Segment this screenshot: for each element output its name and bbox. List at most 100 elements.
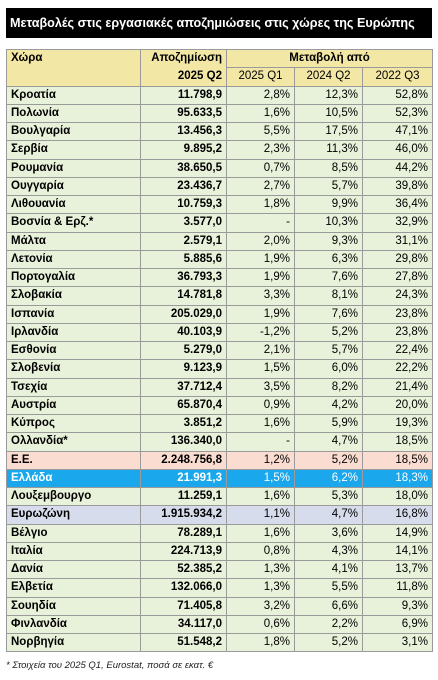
value-cell: 52,3% bbox=[362, 103, 433, 124]
country-cell: Δανία bbox=[6, 559, 141, 580]
value-cell: 5.885,6 bbox=[140, 249, 227, 270]
value-cell: 5,2% bbox=[294, 632, 363, 653]
header-cell: 2025 Q1 bbox=[226, 67, 295, 87]
value-cell: 6,0% bbox=[294, 359, 363, 379]
table-row: Τσεχία 37.712,4 3,5% 8,2% 21,4% bbox=[6, 377, 433, 397]
value-cell: - bbox=[226, 213, 295, 233]
value-cell: 52,8% bbox=[362, 85, 433, 105]
value-cell: 12,3% bbox=[294, 85, 363, 105]
value-cell: 8,5% bbox=[294, 158, 363, 178]
table-row: Ρουμανία 38.650,5 0,7% 8,5% 44,2% bbox=[6, 158, 433, 178]
value-cell: 4,1% bbox=[294, 559, 363, 580]
value-cell: 3,2% bbox=[226, 596, 295, 616]
country-cell: Σλοβενία bbox=[6, 359, 141, 379]
value-cell: 5,9% bbox=[294, 413, 363, 434]
country-cell: Λετονία bbox=[6, 249, 141, 270]
country-cell: Αυστρία bbox=[6, 395, 141, 416]
value-cell: 17,5% bbox=[294, 121, 363, 142]
value-cell: 1.915.934,2 bbox=[140, 505, 227, 525]
value-cell: 2,8% bbox=[226, 85, 295, 105]
value-cell: 3,1% bbox=[362, 632, 433, 653]
value-cell: 51.548,2 bbox=[140, 632, 227, 653]
value-cell: 2.248.756,8 bbox=[140, 450, 227, 470]
country-cell: Ιρλανδία bbox=[6, 322, 141, 343]
table-row: Εσθονία 5.279,0 2,1% 5,7% 22,4% bbox=[6, 340, 433, 361]
country-cell: Ελλάδα bbox=[6, 468, 141, 489]
value-cell: 5,2% bbox=[294, 450, 363, 470]
value-cell: 18,5% bbox=[362, 432, 433, 452]
header-cell: Αποζημίωση bbox=[140, 48, 227, 68]
value-cell: 9,3% bbox=[362, 596, 433, 616]
value-cell: 32,9% bbox=[362, 213, 433, 233]
table-row: Κύπρος 3.851,2 1,6% 5,9% 19,3% bbox=[6, 413, 433, 434]
value-cell: 2,2% bbox=[294, 614, 363, 635]
value-cell: 37.712,4 bbox=[140, 377, 227, 397]
value-cell: - bbox=[226, 432, 295, 452]
country-cell: Ευρωζώνη bbox=[6, 505, 141, 525]
value-cell: 2,0% bbox=[226, 231, 295, 251]
value-cell: 9,3% bbox=[294, 231, 363, 251]
value-cell: 46,0% bbox=[362, 140, 433, 160]
country-cell: Βοσνία & Ερζ.* bbox=[6, 213, 141, 233]
value-cell: 18,3% bbox=[362, 468, 433, 489]
header-cell: 2022 Q3 bbox=[362, 67, 433, 87]
value-cell: 78.289,1 bbox=[140, 523, 227, 543]
table-row: Ευρωζώνη 1.915.934,2 1,1% 4,7% 16,8% bbox=[6, 505, 433, 525]
title: Μεταβολές στις εργασιακές αποζημιώσεις σ… bbox=[6, 8, 432, 38]
value-cell: 1,9% bbox=[226, 267, 295, 288]
table-row: Μάλτα 2.579,1 2,0% 9,3% 31,1% bbox=[6, 231, 433, 251]
value-cell: 8,1% bbox=[294, 286, 363, 306]
value-cell: 0,8% bbox=[226, 541, 295, 562]
value-cell: 1,8% bbox=[226, 632, 295, 653]
value-cell: 18,0% bbox=[362, 486, 433, 507]
value-cell: 6,2% bbox=[294, 468, 363, 489]
value-cell: 0,6% bbox=[226, 614, 295, 635]
country-cell: Πορτογαλία bbox=[6, 267, 141, 288]
value-cell: 39,8% bbox=[362, 176, 433, 197]
value-cell: 5,3% bbox=[294, 486, 363, 507]
country-cell: Βουλγαρία bbox=[6, 121, 141, 142]
table-row: Ολλανδία* 136.340,0-4,7% 18,5% bbox=[6, 432, 433, 452]
value-cell: 136.340,0 bbox=[140, 432, 227, 452]
value-cell: 9.895,2 bbox=[140, 140, 227, 160]
value-cell: 10,3% bbox=[294, 213, 363, 233]
value-cell: 1,9% bbox=[226, 304, 295, 324]
country-cell: Νορβηγία bbox=[6, 632, 141, 653]
value-cell: 10.759,3 bbox=[140, 194, 227, 215]
value-cell: 13,7% bbox=[362, 559, 433, 580]
value-cell: 40.103,9 bbox=[140, 322, 227, 343]
value-cell: 5,5% bbox=[226, 121, 295, 142]
table-row: Αυστρία 65.870,4 0,9% 4,2% 20,0% bbox=[6, 395, 433, 416]
value-cell: 2,3% bbox=[226, 140, 295, 160]
country-cell: Σουηδία bbox=[6, 596, 141, 616]
value-cell: 132.066,0 bbox=[140, 578, 227, 598]
country-cell: Σερβία bbox=[6, 140, 141, 160]
country-cell: Ουγγαρία bbox=[6, 176, 141, 197]
table-row: Λουξεμβουργο 11.259,1 1,6% 5,3% 18,0% bbox=[6, 486, 433, 507]
value-cell: 23,8% bbox=[362, 322, 433, 343]
value-cell: 52.385,2 bbox=[140, 559, 227, 580]
value-cell: 22,4% bbox=[362, 340, 433, 361]
table-row: Λιθουανία 10.759,3 1,8% 9,9% 36,4% bbox=[6, 194, 433, 215]
table-row: Σλοβακία 14.781,8 3,3% 8,1% 24,3% bbox=[6, 286, 433, 306]
table-row: Ιταλία 224.713,9 0,8% 4,3% 14,1% bbox=[6, 541, 433, 562]
table-row: Πολωνία 95.633,5 1,6% 10,5% 52,3% bbox=[6, 103, 433, 124]
value-cell: 1,2% bbox=[226, 450, 295, 470]
value-cell: 1,8% bbox=[226, 194, 295, 215]
value-cell: 36.793,3 bbox=[140, 267, 227, 288]
country-cell: Ισπανία bbox=[6, 304, 141, 324]
value-cell: 14,9% bbox=[362, 523, 433, 543]
value-cell: 20,0% bbox=[362, 395, 433, 416]
value-cell: 4,2% bbox=[294, 395, 363, 416]
country-cell: Βέλγιο bbox=[6, 523, 141, 543]
value-cell: 1,6% bbox=[226, 413, 295, 434]
value-cell: 1,5% bbox=[226, 359, 295, 379]
table-row: Κροατία 11.798,9 2,8% 12,3% 52,8% bbox=[6, 85, 433, 105]
value-cell: 0,7% bbox=[226, 158, 295, 178]
value-cell: 4,7% bbox=[294, 505, 363, 525]
value-cell: 14.781,8 bbox=[140, 286, 227, 306]
country-cell: Εσθονία bbox=[6, 340, 141, 361]
value-cell: 11.798,9 bbox=[140, 85, 227, 105]
value-cell: 31,1% bbox=[362, 231, 433, 251]
